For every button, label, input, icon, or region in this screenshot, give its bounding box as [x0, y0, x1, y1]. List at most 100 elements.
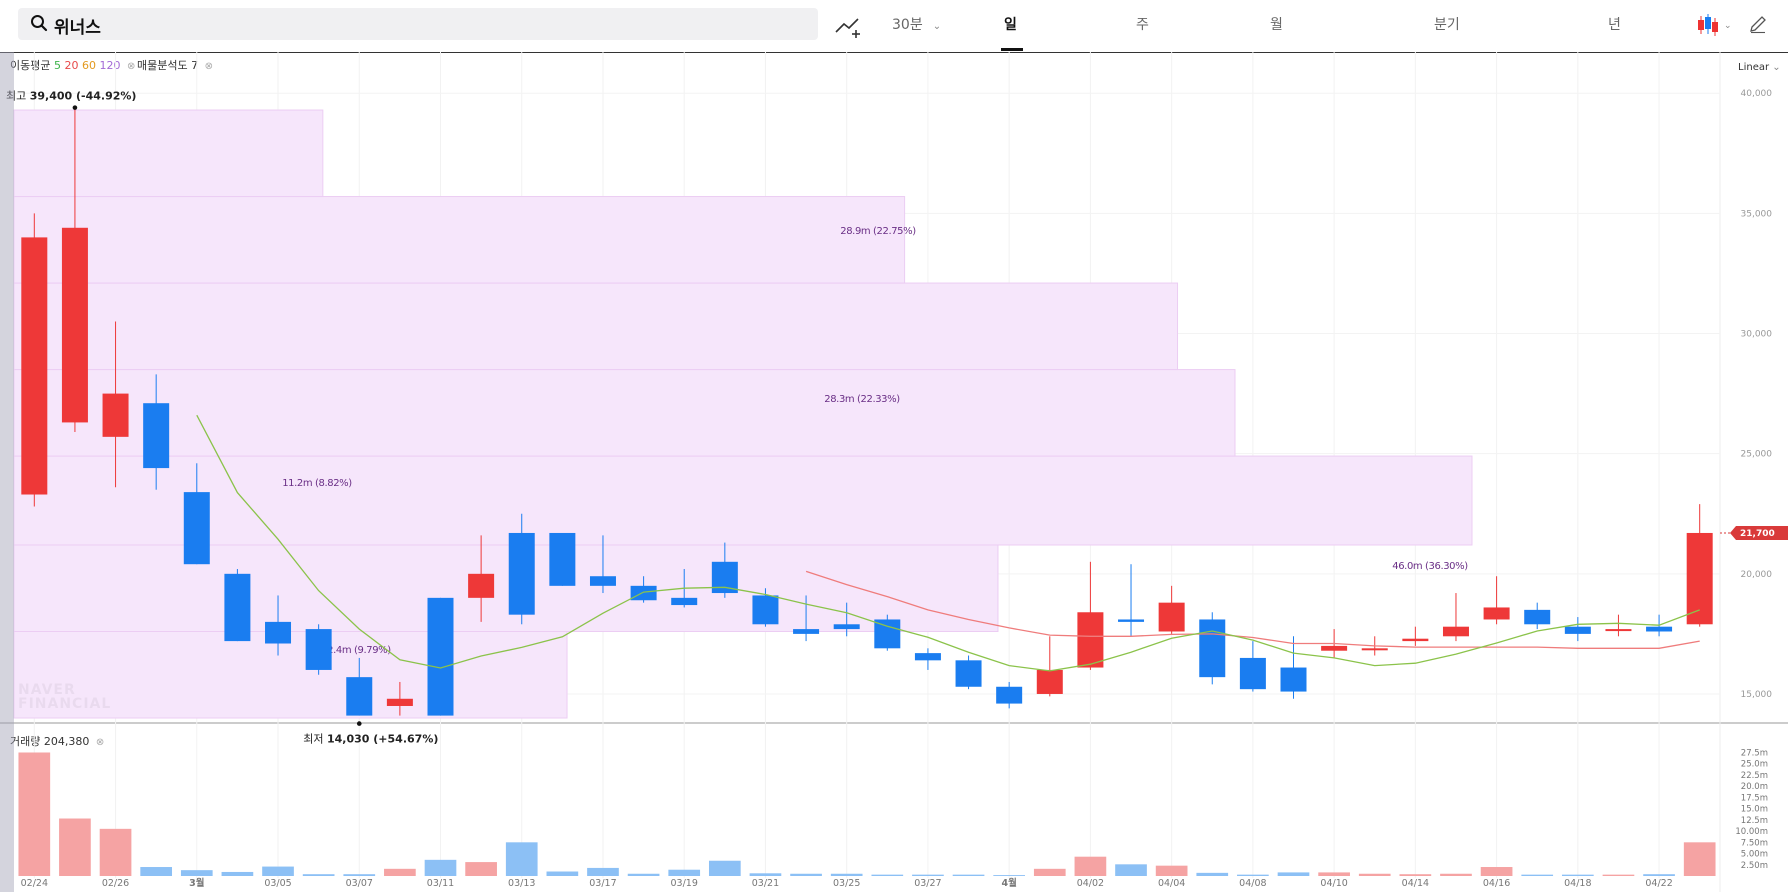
- x-tick-label: 04/22: [1645, 878, 1672, 889]
- volume-bar: [302, 874, 335, 876]
- ma120-label: 120: [99, 59, 121, 72]
- volume-bar: [1033, 868, 1066, 876]
- candle-body: [671, 597, 698, 606]
- volume-bar: [1358, 873, 1391, 876]
- volume-bar: [18, 752, 51, 876]
- volume-tick-label: 25.0m: [1741, 760, 1768, 770]
- search-icon: [31, 15, 48, 32]
- tab-day[interactable]: 일: [1004, 17, 1017, 33]
- candle-body: [1158, 602, 1185, 632]
- chevron-down-icon: ⌄: [1772, 62, 1781, 73]
- scale-mode-dropdown[interactable]: Linear ⌄: [1738, 62, 1781, 73]
- x-tick-label: 02/26: [102, 878, 129, 889]
- stock-search-box[interactable]: 위너스: [18, 8, 818, 40]
- volume-profile-legend[interactable]: 매물분석도 7 ⊗: [137, 57, 213, 73]
- candle-body: [1036, 669, 1063, 694]
- ma60-label: 60: [81, 59, 96, 72]
- candle-body: [1321, 645, 1348, 651]
- candle-body: [265, 621, 292, 644]
- volume-bar: [1074, 856, 1107, 876]
- chevron-down-icon: ⌄: [932, 21, 942, 32]
- moving-average-legend[interactable]: 이동평균 5 20 60 120 ⊗: [10, 57, 135, 73]
- y-tick-label: 20,000: [1741, 570, 1773, 580]
- candle-body: [1483, 607, 1510, 620]
- x-tick-label: 04/04: [1158, 878, 1185, 889]
- volume-bar: [505, 842, 538, 876]
- x-tick-label: 03/17: [589, 878, 616, 889]
- x-tick-label: 03/21: [752, 878, 779, 889]
- watermark: NAVER FINANCIAL: [18, 682, 112, 712]
- candle-body: [1077, 612, 1104, 668]
- x-tick-label: 04/16: [1483, 878, 1510, 889]
- axes: 15,000 20,000 25,000 30,000 35,000 40,000 2.50…: [21, 89, 1773, 889]
- candle-body: [224, 573, 251, 642]
- volume-bar: [912, 874, 944, 876]
- candlestick-type-icon[interactable]: ⌄: [1696, 14, 1732, 36]
- x-tick-label: 03/05: [264, 878, 291, 889]
- x-tick-label: 03/07: [346, 878, 373, 889]
- tab-quarter[interactable]: 분기: [1434, 17, 1460, 33]
- volume-bar: [1521, 874, 1554, 876]
- candle-body: [1442, 626, 1469, 637]
- candlesticks: [21, 107, 1713, 716]
- volume-tick-label: 2.50m: [1741, 861, 1768, 871]
- candle-body: [833, 624, 860, 630]
- candle-body: [1524, 609, 1551, 625]
- candle-body: [468, 573, 495, 598]
- tab-week[interactable]: 주: [1136, 17, 1149, 33]
- moving-averages: [196, 414, 1700, 672]
- volume-bar: [668, 869, 701, 876]
- candle-body: [1646, 626, 1673, 632]
- x-tick-label: 03/25: [833, 878, 860, 889]
- minute-period-value: 30분: [892, 17, 923, 33]
- candle-body: [711, 561, 738, 594]
- y-tick-label: 35,000: [1741, 209, 1773, 219]
- candle-body: [549, 532, 576, 586]
- tab-month[interactable]: 월: [1270, 17, 1283, 33]
- stock-name: 위너스: [54, 18, 101, 38]
- minute-period-dropdown[interactable]: 30분 ⌄: [892, 14, 941, 34]
- candle-body: [874, 619, 901, 649]
- close-icon[interactable]: ⊗: [95, 737, 105, 748]
- volume-bar: [1602, 874, 1635, 876]
- x-tick-label: 3월: [189, 877, 204, 889]
- volume-profile-bar: [13, 544, 999, 632]
- volume-bar: [790, 873, 822, 876]
- volume-tick-label: 17.5m: [1741, 793, 1768, 803]
- indicator-add-icon[interactable]: [834, 14, 864, 38]
- candle-body: [143, 403, 170, 469]
- candle-body: [1199, 619, 1226, 678]
- volume-bar: [587, 867, 619, 876]
- svg-text:최고 39,400 (-44.92%): 최고 39,400 (-44.92%): [6, 90, 136, 103]
- volume-bar: [384, 868, 416, 876]
- candle-body: [305, 629, 332, 670]
- tab-year[interactable]: 년: [1608, 17, 1621, 33]
- candle-body: [1605, 629, 1632, 632]
- top-toolbar: 위너스 30분 ⌄ 일 주 월 분기 년 ⌄: [0, 0, 1788, 53]
- volume-bar: [749, 873, 782, 876]
- candle-body: [914, 653, 941, 661]
- volume-profile-bar: [13, 196, 906, 284]
- x-tick-label: 04/10: [1320, 878, 1347, 889]
- ma20-label: 20: [64, 59, 79, 72]
- candle-body: [427, 597, 454, 716]
- volume-label: 거래량 204,380: [10, 735, 90, 748]
- volume-bar: [1115, 864, 1147, 876]
- volume-tick-label: 20.0m: [1741, 782, 1768, 792]
- volume-legend[interactable]: 거래량 204,380 ⊗: [10, 733, 104, 749]
- candle-body: [1118, 619, 1145, 622]
- candle-body: [346, 677, 373, 716]
- volume-tick-label: 10.00m: [1735, 827, 1768, 837]
- ma20-line: [805, 570, 1700, 649]
- volume-bar: [99, 828, 132, 876]
- pencil-icon[interactable]: [1748, 14, 1768, 34]
- candle-body: [1280, 667, 1307, 692]
- volume-bars: [18, 752, 1716, 876]
- volume-bar: [1683, 842, 1716, 876]
- close-icon[interactable]: ⊗: [126, 61, 136, 72]
- candle-body: [61, 227, 88, 423]
- volume-profile-bar: [13, 282, 1179, 371]
- current-price-tag: 21,700: [1730, 525, 1788, 540]
- close-icon[interactable]: ⊗: [204, 61, 213, 72]
